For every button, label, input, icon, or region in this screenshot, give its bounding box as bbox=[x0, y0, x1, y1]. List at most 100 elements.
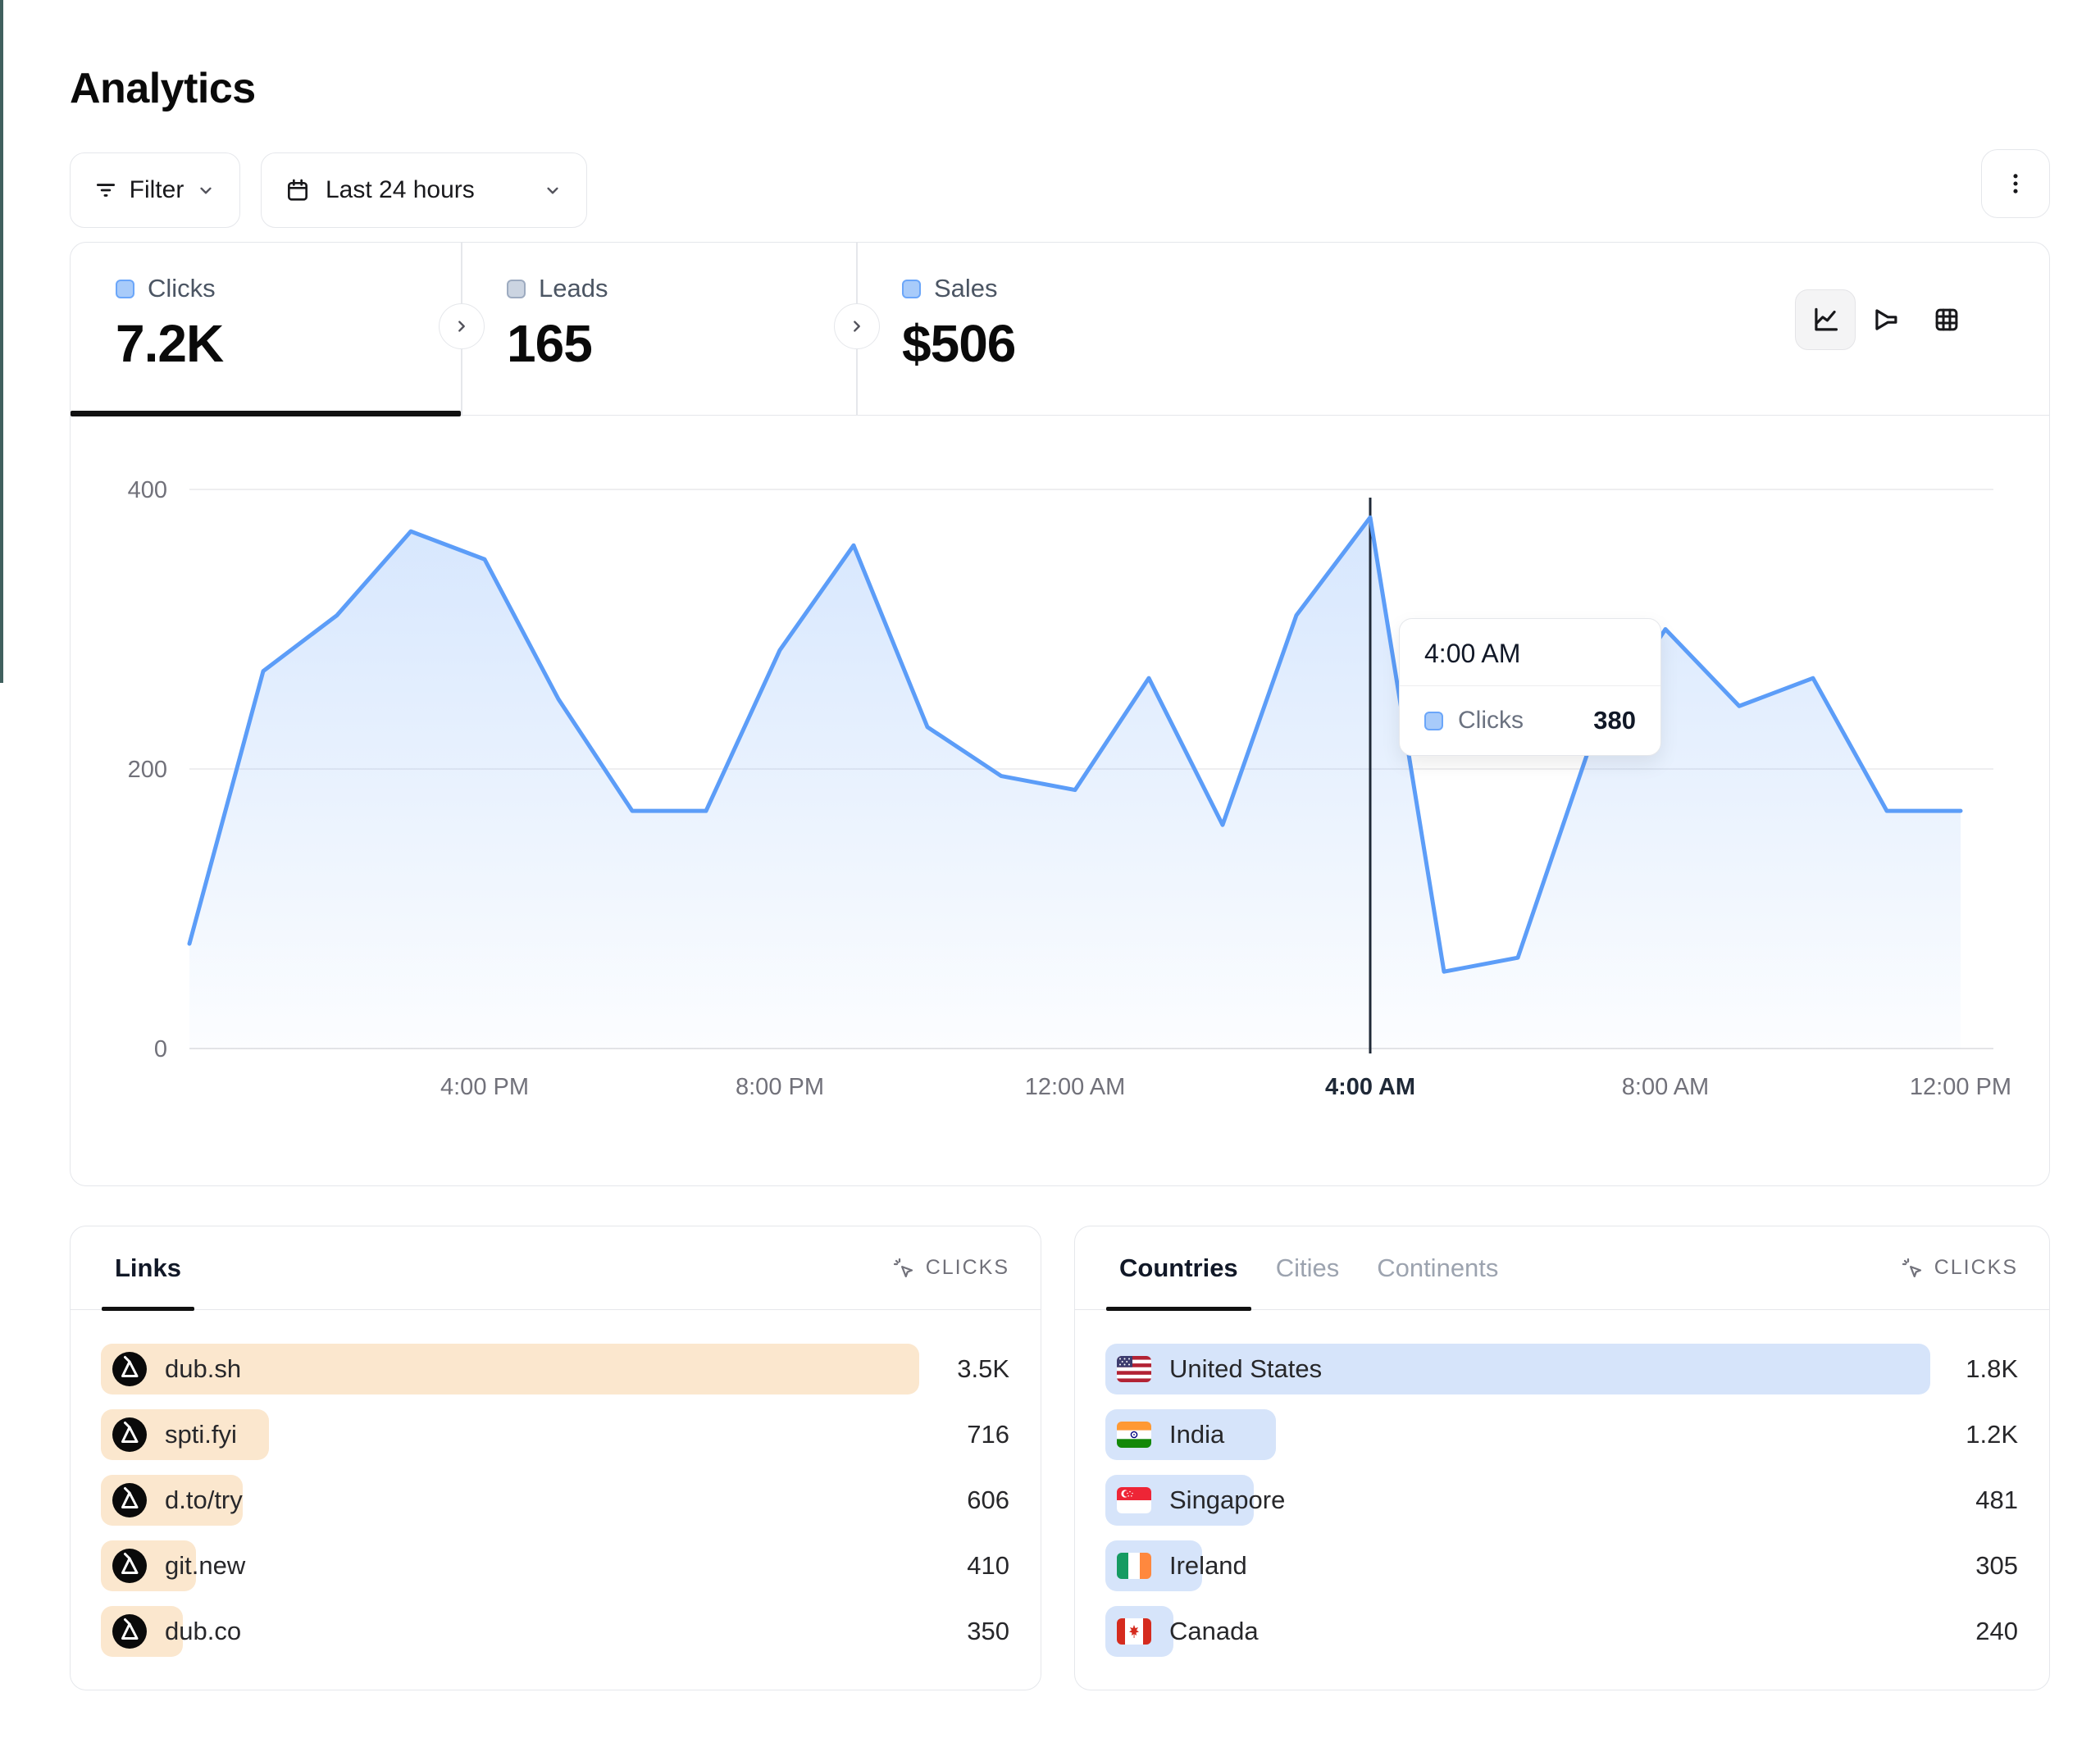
x-axis-label: 4:00 AM bbox=[1325, 1074, 1415, 1100]
geo-panel-header: Countries Cities Continents CLICKS bbox=[1075, 1226, 2049, 1311]
chart-canvas: 0 200 400 4:00 PM 8:00 PM 12:00 AM 4:00 AM 8:00… bbox=[128, 477, 2011, 1100]
country-label: Canada bbox=[1169, 1617, 1259, 1645]
countries-list: United States 1.8K India 1.2K Singapore … bbox=[1105, 1344, 2018, 1657]
leads-tab-label: Leads bbox=[539, 274, 608, 303]
flag-canada-icon bbox=[1117, 1618, 1151, 1645]
dub-favicon-icon bbox=[112, 1483, 147, 1517]
y-axis-label: 400 bbox=[128, 477, 167, 503]
flag-singapore-icon bbox=[1117, 1487, 1151, 1513]
x-axis-label: 12:00 PM bbox=[1910, 1074, 2011, 1100]
tooltip-time: 4:00 AM bbox=[1400, 619, 1660, 686]
sales-tab-label: Sales bbox=[934, 274, 998, 303]
geo-metric-column-label: CLICKS bbox=[1934, 1256, 2018, 1279]
more-options-button[interactable] bbox=[1981, 149, 2050, 218]
table-view-button[interactable] bbox=[1916, 289, 1977, 350]
date-range-label: Last 24 hours bbox=[326, 176, 475, 203]
calendar-icon bbox=[285, 177, 311, 203]
dub-favicon-icon bbox=[112, 1417, 147, 1452]
country-row[interactable]: Canada 240 bbox=[1105, 1606, 2018, 1657]
cursor-rays-icon bbox=[1900, 1256, 1925, 1281]
tab-sales[interactable]: Sales $506 bbox=[857, 243, 1283, 415]
tab-cities[interactable]: Cities bbox=[1263, 1226, 1353, 1309]
links-metric-column-toggle[interactable]: CLICKS bbox=[891, 1256, 1009, 1281]
active-tab-underline bbox=[71, 411, 461, 416]
continents-tab-label: Continents bbox=[1377, 1253, 1499, 1282]
links-metric-column-label: CLICKS bbox=[925, 1256, 1009, 1279]
country-row[interactable]: United States 1.8K bbox=[1105, 1344, 2018, 1394]
tooltip-series-label: Clicks bbox=[1458, 707, 1524, 734]
link-label: dub.sh bbox=[165, 1354, 242, 1383]
y-axis-label: 200 bbox=[128, 757, 167, 783]
tab-links[interactable]: Links bbox=[102, 1226, 194, 1311]
line-chart-view-button[interactable] bbox=[1795, 289, 1856, 350]
page-title: Analytics bbox=[70, 65, 256, 112]
funnel-view-button[interactable] bbox=[1856, 289, 1916, 350]
tab-leads[interactable]: Leads 165 bbox=[462, 243, 857, 415]
link-row[interactable]: d.to/try 606 bbox=[101, 1475, 1009, 1526]
link-row[interactable]: dub.co 350 bbox=[101, 1606, 1009, 1657]
country-clicks-value: 305 bbox=[1975, 1551, 2018, 1580]
x-axis-label: 12:00 AM bbox=[1025, 1074, 1126, 1100]
country-clicks-value: 1.2K bbox=[1966, 1420, 2018, 1449]
metric-tabs-row: Clicks 7.2K Leads 165 Sales $506 bbox=[71, 243, 2049, 416]
tab-continents[interactable]: Continents bbox=[1364, 1226, 1511, 1309]
link-label: spti.fyi bbox=[165, 1420, 237, 1449]
link-clicks-value: 3.5K bbox=[957, 1354, 1009, 1383]
dub-favicon-icon bbox=[112, 1352, 147, 1386]
link-label: d.to/try bbox=[165, 1485, 243, 1514]
leads-legend-square-icon bbox=[507, 279, 526, 298]
link-row[interactable]: dub.sh 3.5K bbox=[101, 1344, 1009, 1394]
link-label: dub.co bbox=[165, 1617, 242, 1645]
countries-tab-label: Countries bbox=[1119, 1253, 1238, 1282]
x-axis-label: 8:00 PM bbox=[736, 1074, 824, 1100]
country-label: Ireland bbox=[1169, 1551, 1247, 1580]
clicks-legend-square-icon bbox=[116, 279, 134, 298]
country-row[interactable]: Singapore 481 bbox=[1105, 1475, 2018, 1526]
geo-metric-column-toggle[interactable]: CLICKS bbox=[1900, 1256, 2018, 1281]
country-label: India bbox=[1169, 1420, 1225, 1449]
chevron-right-icon bbox=[854, 321, 860, 332]
links-panel: Links CLICKS dub.sh 3.5K spti.fyi 716 bbox=[70, 1226, 1041, 1690]
filter-button[interactable]: Filter bbox=[70, 152, 240, 228]
country-row[interactable]: Ireland 305 bbox=[1105, 1540, 2018, 1591]
geo-panel: Countries Cities Continents CLICKS Unite… bbox=[1074, 1226, 2050, 1690]
country-clicks-value: 240 bbox=[1975, 1617, 2018, 1645]
clicks-value: 7.2K bbox=[116, 314, 224, 373]
clicks-line bbox=[187, 515, 1963, 974]
country-label: Singapore bbox=[1169, 1485, 1286, 1514]
link-row[interactable]: git.new 410 bbox=[101, 1540, 1009, 1591]
flag-united-states-icon bbox=[1117, 1356, 1151, 1382]
dub-favicon-icon bbox=[112, 1614, 147, 1649]
chevron-down-icon bbox=[542, 180, 563, 201]
link-row[interactable]: spti.fyi 716 bbox=[101, 1409, 1009, 1460]
y-axis-label: 0 bbox=[154, 1036, 167, 1062]
chevron-right-icon bbox=[458, 321, 465, 332]
country-row[interactable]: India 1.2K bbox=[1105, 1409, 2018, 1460]
link-bar bbox=[101, 1344, 920, 1394]
grid-table-icon bbox=[1935, 308, 1958, 331]
x-axis-label: 8:00 AM bbox=[1622, 1074, 1709, 1100]
country-clicks-value: 481 bbox=[1975, 1485, 2018, 1514]
flag-ireland-icon bbox=[1117, 1553, 1151, 1579]
sales-value: $506 bbox=[902, 314, 1016, 373]
kebab-menu-icon bbox=[2002, 170, 2029, 198]
flag-india-icon bbox=[1117, 1422, 1151, 1448]
chart-tooltip: 4:00 AM Clicks 380 bbox=[1399, 618, 1661, 756]
tab-countries[interactable]: Countries bbox=[1106, 1226, 1251, 1311]
x-axis-label: 4:00 PM bbox=[440, 1074, 529, 1100]
expand-clicks-button[interactable] bbox=[439, 303, 485, 349]
links-list: dub.sh 3.5K spti.fyi 716 d.to/try 606 bbox=[101, 1344, 1009, 1657]
clicks-area-chart[interactable]: 0 200 400 4:00 PM 8:00 PM 12:00 AM 4:00 AM 8:00… bbox=[71, 416, 2049, 1186]
leads-value: 165 bbox=[507, 314, 593, 373]
expand-leads-button[interactable] bbox=[834, 303, 880, 349]
clicks-tab-label: Clicks bbox=[148, 274, 216, 303]
country-label: United States bbox=[1169, 1354, 1323, 1383]
chart-view-switcher bbox=[1795, 289, 1977, 350]
date-range-button[interactable]: Last 24 hours bbox=[261, 152, 587, 228]
cities-tab-label: Cities bbox=[1275, 1253, 1340, 1282]
tab-clicks[interactable]: Clicks 7.2K bbox=[71, 243, 461, 415]
line-chart-icon bbox=[1815, 307, 1838, 331]
tooltip-clicks-legend-square-icon bbox=[1424, 711, 1443, 730]
country-bar bbox=[1105, 1344, 1931, 1394]
